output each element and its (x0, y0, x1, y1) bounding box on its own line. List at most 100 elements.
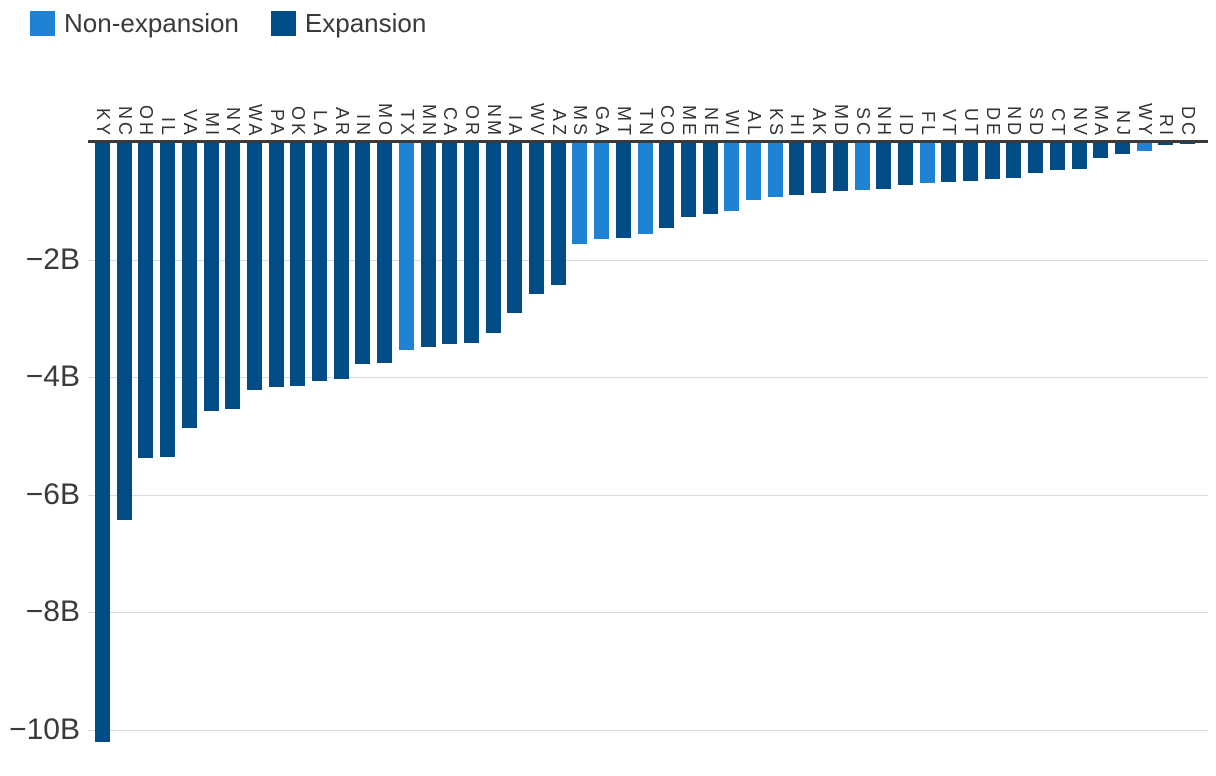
bar-DC[interactable] (1180, 143, 1195, 144)
xlabel-CT: CT (1048, 108, 1068, 138)
xlabel-FL: FL (918, 110, 938, 138)
bar-NC[interactable] (117, 143, 132, 520)
bar-IL[interactable] (160, 143, 175, 457)
bar-MI[interactable] (204, 143, 219, 411)
bar-KY[interactable] (95, 143, 110, 742)
gridline--10 (88, 730, 1208, 731)
gridline--4 (88, 377, 1208, 378)
gridline--6 (88, 495, 1208, 496)
bar-ID[interactable] (898, 143, 913, 185)
bar-NJ[interactable] (1115, 143, 1130, 154)
bar-PA[interactable] (269, 143, 284, 387)
bar-MA[interactable] (1093, 143, 1108, 158)
bar-HI[interactable] (789, 143, 804, 195)
bar-NE[interactable] (703, 143, 718, 214)
bar-SD[interactable] (1028, 143, 1043, 173)
bar-MN[interactable] (421, 143, 436, 347)
bar-WI[interactable] (724, 143, 739, 211)
bar-AR[interactable] (334, 143, 349, 379)
bar-DE[interactable] (985, 143, 1000, 179)
bar-CO[interactable] (659, 143, 674, 228)
bar-AL[interactable] (746, 143, 761, 200)
xlabel-SD: SD (1026, 106, 1046, 138)
bar-WA[interactable] (247, 143, 262, 390)
bar-CA[interactable] (442, 143, 457, 344)
gridline--8 (88, 612, 1208, 613)
xlabel-RI: RI (1156, 114, 1176, 138)
xlabel-DE: DE (983, 106, 1003, 138)
ytick-label--4: −4B (25, 360, 80, 393)
legend: Non-expansion Expansion (30, 10, 426, 36)
bar-WY[interactable] (1137, 143, 1152, 151)
bar-NY[interactable] (225, 143, 240, 409)
xlabel-WV: WV (527, 103, 547, 138)
bar-ME[interactable] (681, 143, 696, 217)
bar-FL[interactable] (920, 143, 935, 183)
bar-LA[interactable] (312, 143, 327, 381)
bar-MD[interactable] (833, 143, 848, 191)
bar-KS[interactable] (768, 143, 783, 197)
xlabel-MN: MN (419, 104, 439, 138)
ytick-label--2: −2B (25, 243, 80, 276)
legend-item-non-expansion[interactable]: Non-expansion (30, 10, 239, 36)
bar-IA[interactable] (507, 143, 522, 313)
bar-OR[interactable] (464, 143, 479, 343)
xlabel-MA: MA (1091, 105, 1111, 138)
xlabel-NV: NV (1070, 106, 1090, 138)
bar-WV[interactable] (529, 143, 544, 294)
bar-GA[interactable] (594, 143, 609, 239)
x-axis-zero-line (88, 140, 1208, 143)
xlabel-WA: WA (245, 103, 265, 138)
xlabel-AL: AL (744, 109, 764, 138)
xlabel-MO: MO (375, 103, 395, 138)
expansion-swatch-icon (270, 10, 296, 36)
bar-TN[interactable] (638, 143, 653, 234)
bar-AZ[interactable] (551, 143, 566, 285)
bar-NV[interactable] (1072, 143, 1087, 169)
ytick-label--8: −8B (25, 595, 80, 628)
xlabel-IA: IA (505, 114, 525, 138)
xlabel-NJ: NJ (1113, 110, 1133, 138)
bar-IN[interactable] (355, 143, 370, 364)
xlabel-GA: GA (592, 105, 612, 138)
bar-CT[interactable] (1050, 143, 1065, 170)
bar-ND[interactable] (1006, 143, 1021, 178)
legend-item-expansion[interactable]: Expansion (270, 10, 426, 36)
bar-OK[interactable] (290, 143, 305, 386)
bar-AK[interactable] (811, 143, 826, 193)
xlabel-MD: MD (831, 104, 851, 138)
bar-NH[interactable] (876, 143, 891, 189)
xlabel-ME: ME (679, 105, 699, 138)
xlabel-NH: NH (874, 106, 894, 138)
xlabel-MS: MS (570, 105, 590, 138)
bar-SC[interactable] (855, 143, 870, 190)
xlabel-NE: NE (701, 106, 721, 138)
bar-RI[interactable] (1158, 143, 1173, 145)
xlabel-AK: AK (809, 107, 829, 138)
xlabel-WI: WI (722, 110, 742, 138)
bar-MT[interactable] (616, 143, 631, 238)
bar-NM[interactable] (486, 143, 501, 333)
xlabel-DC: DC (1178, 106, 1198, 138)
bar-VT[interactable] (941, 143, 956, 182)
ytick-label--10: −10B (9, 713, 80, 746)
xlabel-SC: SC (853, 106, 873, 138)
xlabel-KY: KY (93, 107, 113, 138)
xlabel-AR: AR (332, 106, 352, 138)
bar-TX[interactable] (399, 143, 414, 350)
xlabel-NY: NY (223, 106, 243, 138)
bar-VA[interactable] (182, 143, 197, 428)
bar-MO[interactable] (377, 143, 392, 363)
xlabel-MT: MT (614, 106, 634, 138)
xlabel-LA: LA (310, 109, 330, 138)
bar-OH[interactable] (138, 143, 153, 458)
xlabel-CA: CA (440, 106, 460, 138)
bar-MS[interactable] (572, 143, 587, 244)
xlabel-ID: ID (896, 114, 916, 138)
xlabel-NM: NM (484, 104, 504, 138)
gridline--2 (88, 260, 1208, 261)
bar-UT[interactable] (963, 143, 978, 181)
xlabel-AZ: AZ (549, 108, 569, 138)
